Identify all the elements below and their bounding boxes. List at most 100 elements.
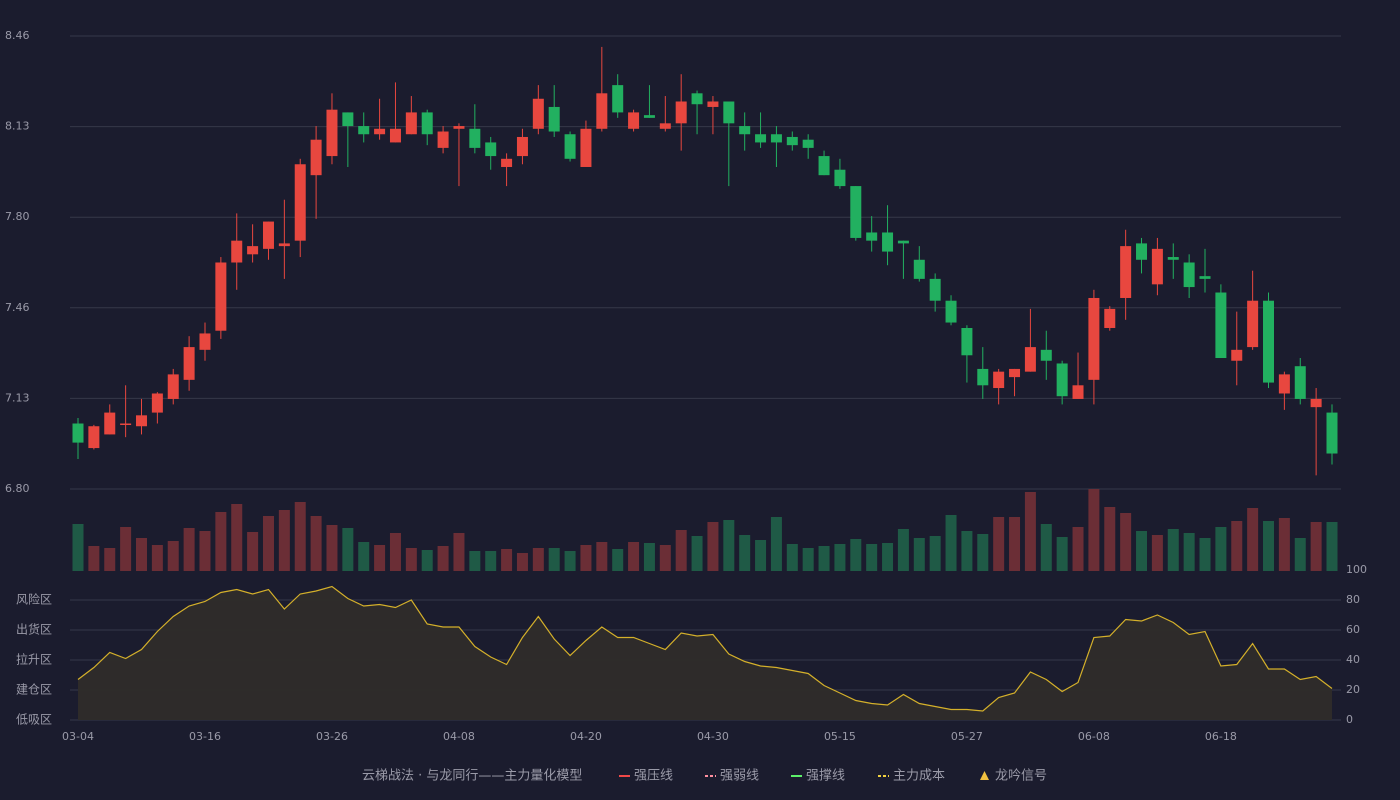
volume-bar [1072, 527, 1084, 571]
volume-bar [929, 536, 941, 571]
volume-bar [802, 548, 814, 571]
volume-bar [659, 545, 671, 571]
volume-bar [262, 516, 274, 571]
volume-bar [580, 545, 592, 571]
volume-bar [1136, 531, 1148, 571]
volume-bar [1040, 524, 1052, 571]
legend-label: 强撑线 [806, 769, 845, 784]
x-tick-label: 04-20 [570, 730, 602, 743]
volume-bar [1215, 527, 1227, 571]
volume-bar [151, 545, 163, 571]
candle-body [548, 106, 560, 132]
volume-bar [1120, 513, 1132, 571]
x-tick-label: 03-16 [189, 730, 221, 743]
candle-body [1088, 297, 1100, 380]
candle-body [1120, 246, 1132, 298]
candle-body [374, 128, 386, 135]
volume-bar [532, 548, 544, 571]
y2-tick-label: 0 [1346, 713, 1353, 726]
volume-bar [897, 529, 909, 571]
volume-bar [1310, 522, 1322, 571]
candle-body [326, 109, 338, 157]
candle-body [199, 333, 211, 350]
candle-body [945, 300, 957, 323]
candle-body [1199, 276, 1211, 279]
candle-body [1263, 300, 1275, 383]
y2-tick-label: 40 [1346, 653, 1360, 666]
volume-bar [818, 546, 830, 571]
candle-body [802, 139, 814, 148]
volume-bar [1199, 538, 1211, 571]
candle-body [405, 112, 417, 135]
volume-bar [961, 531, 973, 571]
volume-bar [135, 538, 147, 571]
volume-bar [1326, 522, 1338, 571]
candle-body [310, 139, 322, 176]
volume-bar [294, 502, 306, 571]
volume-bar [215, 512, 227, 571]
y-tick-label: 7.13 [5, 391, 30, 404]
candle-body [675, 101, 687, 124]
candle-body [1024, 347, 1036, 372]
candle-body [897, 240, 909, 244]
x-tick-label: 03-26 [316, 730, 348, 743]
volume-bar [691, 536, 703, 571]
y-tick-label: 7.80 [5, 210, 30, 223]
candle-body [977, 368, 989, 386]
volume-bar [564, 551, 576, 571]
volume-bar [389, 533, 401, 571]
candle-body [1278, 374, 1290, 394]
candle-body [342, 112, 354, 127]
x-tick-label: 05-27 [951, 730, 983, 743]
volume-bar [199, 531, 211, 571]
volume-bar [437, 546, 449, 571]
candle-body [628, 112, 640, 129]
candle-body [993, 371, 1005, 389]
zone-label: 低吸区 [16, 713, 52, 727]
y-tick-label: 8.13 [5, 120, 30, 133]
legend-title: 云梯战法 · 与龙同行——主力量化模型 [362, 769, 582, 784]
candle-body [786, 136, 798, 146]
volume-bar [1167, 529, 1179, 571]
legend-label: 强弱线 [720, 769, 759, 784]
candle-body [770, 134, 782, 143]
volume-bar [183, 528, 195, 571]
zone-label: 建仓区 [16, 683, 52, 697]
candle-body [516, 136, 528, 157]
volume-bar [1009, 517, 1021, 571]
candle-body [1231, 349, 1243, 361]
candle-body [501, 158, 513, 167]
volume-bar [342, 528, 354, 571]
legend-label: 主力成本 [893, 769, 945, 784]
candle-body [1104, 308, 1116, 328]
x-tick-label: 06-08 [1078, 730, 1110, 743]
candle-body [580, 128, 592, 167]
candle-body [659, 123, 671, 129]
y2-tick-label: 20 [1346, 683, 1360, 696]
volume-bar [1151, 535, 1163, 571]
legend-label: 强压线 [634, 769, 673, 784]
volume-bar [485, 551, 497, 571]
volume-bar [501, 549, 513, 571]
y-tick-label: 6.80 [5, 482, 30, 495]
volume-bar [1104, 507, 1116, 571]
candle-body [834, 169, 846, 187]
candle-body [231, 240, 243, 263]
candle-body [707, 101, 719, 107]
candle-body [469, 128, 481, 148]
candle-body [247, 246, 259, 255]
candle-body [1056, 363, 1068, 397]
candle-body [167, 374, 179, 399]
volume-bar [882, 543, 894, 571]
volume-bar [723, 520, 735, 571]
volume-bar [1088, 489, 1100, 571]
candle-body [151, 393, 163, 413]
volume-bar [104, 548, 116, 571]
candle-body [755, 134, 767, 143]
candle-body [437, 131, 449, 148]
candle-body [913, 259, 925, 279]
candle-body [612, 85, 624, 113]
candle-body [961, 327, 973, 356]
candle-body [421, 112, 433, 135]
